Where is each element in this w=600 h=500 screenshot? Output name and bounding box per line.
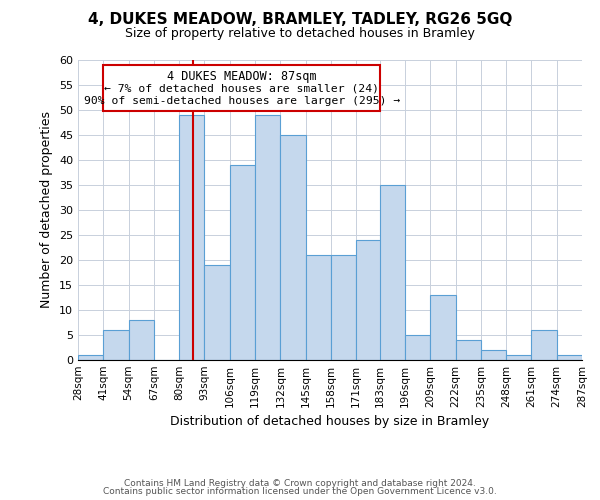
Y-axis label: Number of detached properties: Number of detached properties — [40, 112, 53, 308]
Bar — [356, 240, 382, 360]
Text: 4 DUKES MEADOW: 87sqm: 4 DUKES MEADOW: 87sqm — [167, 70, 317, 83]
Bar — [205, 265, 230, 360]
Bar — [103, 330, 128, 360]
Bar — [481, 350, 506, 360]
Bar — [305, 255, 331, 360]
Bar — [230, 165, 255, 360]
Text: Contains HM Land Registry data © Crown copyright and database right 2024.: Contains HM Land Registry data © Crown c… — [124, 478, 476, 488]
Text: Contains public sector information licensed under the Open Government Licence v3: Contains public sector information licen… — [103, 487, 497, 496]
FancyBboxPatch shape — [103, 64, 380, 111]
Text: Size of property relative to detached houses in Bramley: Size of property relative to detached ho… — [125, 28, 475, 40]
Bar — [506, 355, 532, 360]
Bar — [380, 185, 405, 360]
Bar — [405, 335, 430, 360]
Bar — [532, 330, 557, 360]
Text: ← 7% of detached houses are smaller (24): ← 7% of detached houses are smaller (24) — [104, 83, 379, 93]
X-axis label: Distribution of detached houses by size in Bramley: Distribution of detached houses by size … — [170, 416, 490, 428]
Bar — [430, 295, 455, 360]
Bar — [179, 115, 205, 360]
Text: 4, DUKES MEADOW, BRAMLEY, TADLEY, RG26 5GQ: 4, DUKES MEADOW, BRAMLEY, TADLEY, RG26 5… — [88, 12, 512, 28]
Bar — [331, 255, 356, 360]
Bar — [557, 355, 582, 360]
Bar — [128, 320, 154, 360]
Bar — [455, 340, 481, 360]
Bar — [78, 355, 103, 360]
Bar — [280, 135, 305, 360]
Text: 90% of semi-detached houses are larger (295) →: 90% of semi-detached houses are larger (… — [83, 96, 400, 106]
Bar — [255, 115, 280, 360]
